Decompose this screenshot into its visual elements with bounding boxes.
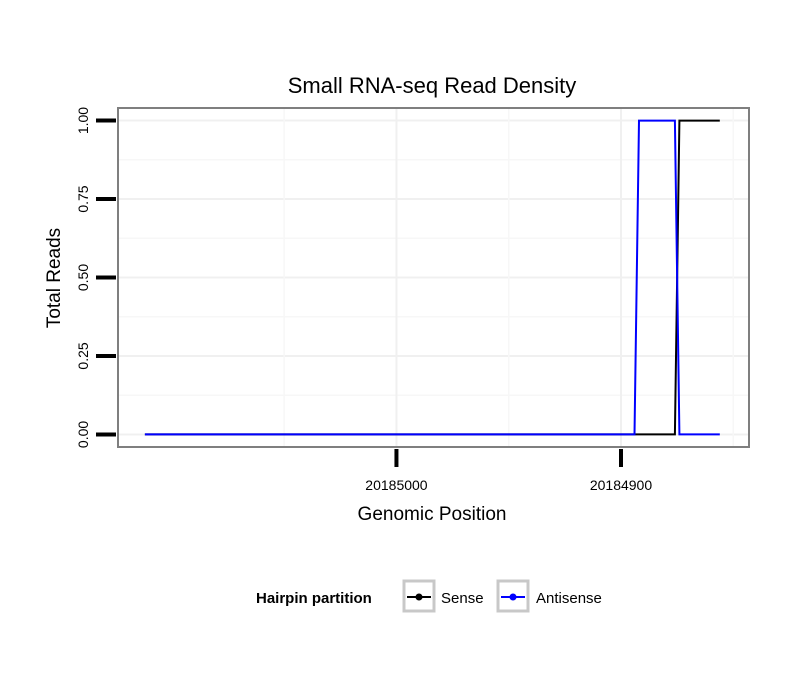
series-line-antisense: [144, 119, 720, 436]
x-tick-label: 20184900: [590, 477, 653, 493]
legend-key-sense-dot: [415, 593, 423, 601]
y-tick-label: 0.00: [75, 421, 91, 448]
legend-label-antisense: Antisense: [536, 590, 602, 607]
y-tick-label: 0.25: [75, 342, 91, 369]
axes: 0.00 0.25 0.50 0.75 1.00 20185000 20184900: [75, 107, 652, 493]
series-layer: [144, 119, 720, 436]
y-tick-label: 0.75: [75, 185, 91, 212]
x-axis-title: Genomic Position: [358, 504, 507, 525]
legend: Hairpin partition Sense Antisense: [256, 579, 602, 613]
legend-item-sense: Sense: [402, 579, 484, 613]
plot-panel-border: [117, 107, 750, 448]
y-tick-label: 0.50: [75, 264, 91, 291]
y-tick-label: 1.00: [75, 107, 91, 134]
x-tick-label: 20185000: [365, 477, 428, 493]
legend-title: Hairpin partition: [256, 590, 372, 607]
legend-item-antisense: Antisense: [496, 579, 602, 613]
grid: [118, 108, 749, 447]
legend-label-sense: Sense: [441, 590, 484, 607]
legend-key-antisense-dot: [509, 593, 517, 601]
chart-title: Small RNA-seq Read Density: [288, 73, 577, 98]
y-axis-title: Total Reads: [44, 228, 65, 328]
